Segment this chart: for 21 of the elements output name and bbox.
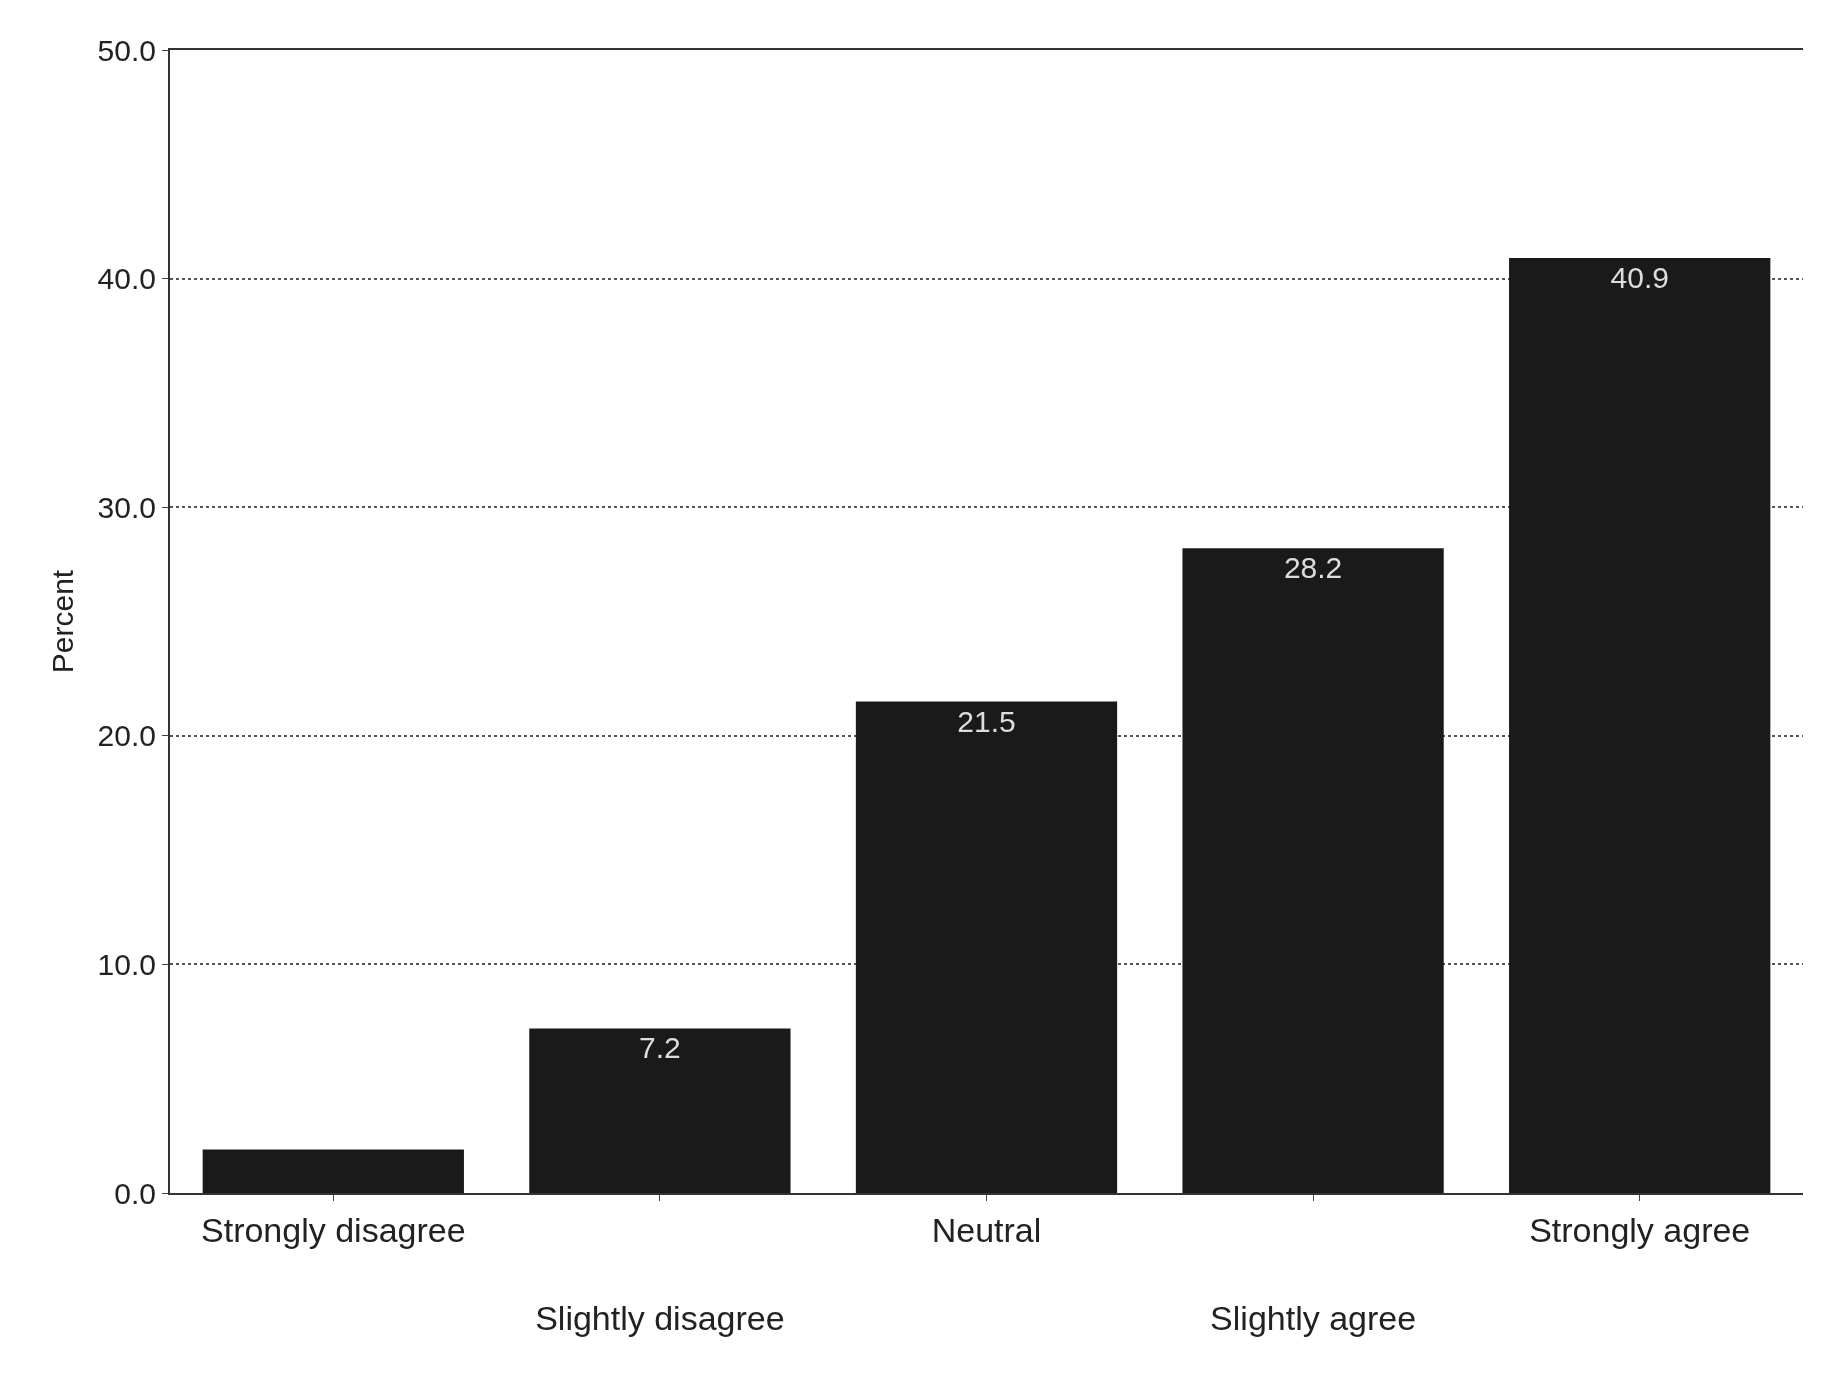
bar [855,701,1118,1193]
bar [1509,258,1771,1193]
x-tick-label: Slightly disagree [535,1299,785,1338]
data-label: 40.9 [1610,261,1669,295]
y-axis-title: Percent [46,569,80,674]
bar [1182,548,1444,1193]
y-tick-label: 10.0 [97,947,156,981]
x-tick-label: Strongly disagree [201,1210,466,1249]
data-label: 7.2 [639,1031,681,1065]
x-tick-label: Slightly agree [1210,1299,1417,1338]
y-tick-label: 0.0 [114,1176,156,1210]
y-tick-label: 50.0 [97,33,156,67]
bar [202,1149,464,1193]
y-tick-label: 20.0 [97,719,156,753]
data-label: 28.2 [1283,551,1343,585]
y-tick-label: 30.0 [97,490,156,524]
x-tick-label: Neutral [931,1210,1042,1249]
x-tick-label: Strongly agree [1529,1210,1751,1249]
y-tick-label: 40.0 [97,262,156,296]
data-label: 21.5 [957,704,1016,738]
bar [529,1028,791,1193]
